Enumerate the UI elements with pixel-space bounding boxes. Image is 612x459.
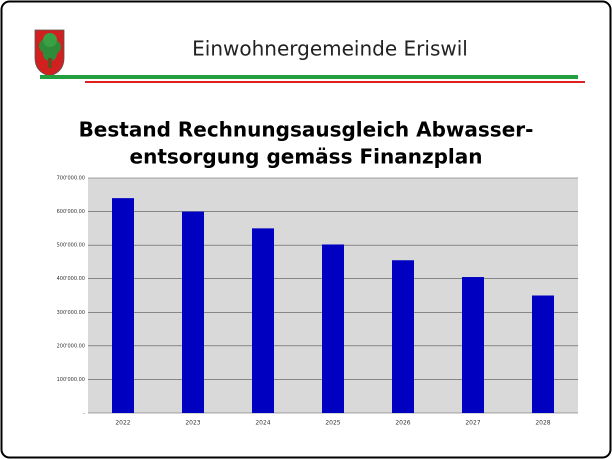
x-tick-label: 2023 bbox=[185, 420, 200, 427]
x-tick-label: 2025 bbox=[325, 420, 340, 427]
y-tick-label: 300'000.00 bbox=[57, 310, 85, 316]
y-tick-label: - bbox=[83, 411, 85, 417]
y-tick-label: 100'000.00 bbox=[57, 377, 85, 383]
logo bbox=[34, 29, 65, 77]
bar bbox=[462, 277, 484, 413]
y-tick-label: 500'000.00 bbox=[57, 243, 85, 249]
chart-title: Bestand Rechnungsausgleich Abwasser- bbox=[79, 118, 534, 142]
y-tick-label: 400'000.00 bbox=[57, 276, 85, 282]
chart-title: entsorgung gemäss Finanzplan bbox=[130, 145, 483, 169]
header-title: Einwohnergemeinde Eriswil bbox=[192, 37, 468, 61]
y-tick-label: 700'000.00 bbox=[57, 176, 85, 182]
x-tick-label: 2027 bbox=[465, 420, 480, 427]
x-tick-label: 2028 bbox=[535, 420, 550, 427]
bar bbox=[532, 295, 554, 413]
bar bbox=[322, 244, 344, 413]
y-tick-label: 600'000.00 bbox=[57, 209, 85, 215]
x-tick-label: 2022 bbox=[115, 420, 130, 427]
bar bbox=[252, 228, 274, 413]
bar bbox=[182, 211, 204, 413]
bar bbox=[392, 260, 414, 413]
x-tick-label: 2026 bbox=[395, 420, 410, 427]
x-tick-label: 2024 bbox=[255, 420, 270, 427]
bar bbox=[112, 198, 134, 413]
y-tick-label: 200'000.00 bbox=[57, 343, 85, 349]
